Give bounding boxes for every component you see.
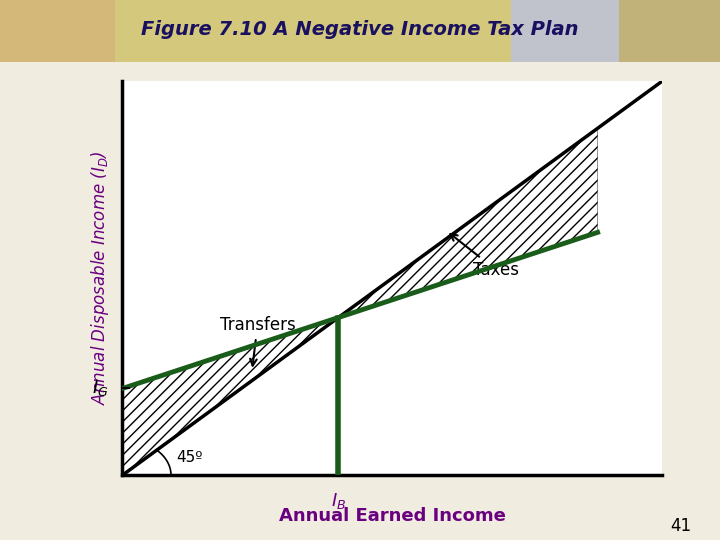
Text: Transfers: Transfers	[220, 316, 295, 366]
Bar	[0, 0, 115, 62]
Bar	[115, 0, 511, 62]
Polygon shape	[338, 129, 598, 318]
Bar	[511, 0, 720, 62]
Text: $I_B$: $I_B$	[330, 491, 346, 511]
Text: Figure 7.10 A Negative Income Tax Plan: Figure 7.10 A Negative Income Tax Plan	[141, 21, 579, 39]
Polygon shape	[122, 318, 338, 475]
Text: Annual Earned Income: Annual Earned Income	[279, 507, 506, 525]
Text: 45º: 45º	[176, 450, 203, 465]
Text: 41: 41	[670, 517, 691, 535]
Text: Taxes: Taxes	[451, 234, 519, 279]
Bar	[115, 0, 511, 62]
Bar	[619, 0, 720, 62]
Y-axis label: Annual Disposable Income ($I_D$): Annual Disposable Income ($I_D$)	[89, 151, 112, 406]
Text: $I_G$: $I_G$	[92, 379, 109, 399]
